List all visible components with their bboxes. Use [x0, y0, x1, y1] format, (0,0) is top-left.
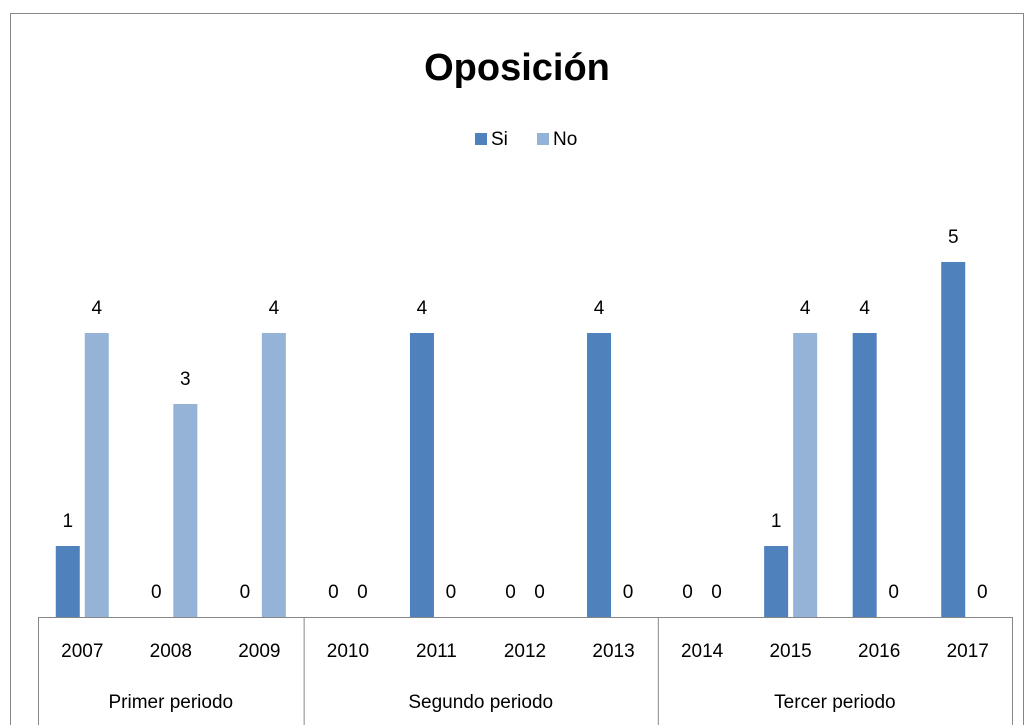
data-label: 4: [594, 298, 605, 319]
data-label: 0: [505, 582, 516, 603]
data-label: 0: [151, 582, 162, 603]
data-label: 5: [948, 227, 959, 248]
data-label: 0: [357, 582, 368, 603]
data-label: 4: [91, 298, 102, 319]
data-label: 0: [623, 582, 634, 603]
bar: [261, 333, 286, 617]
bar: [173, 404, 198, 617]
legend-swatch: [537, 133, 549, 145]
data-label: 0: [328, 582, 339, 603]
data-label: 4: [800, 298, 811, 319]
group-label: Tercer periodo: [774, 692, 895, 713]
legend-label: No: [553, 129, 577, 150]
bar: [409, 333, 434, 617]
x-tick-label: 2011: [416, 641, 457, 662]
data-label: 1: [62, 511, 73, 532]
x-tick-label: 2013: [592, 641, 634, 662]
x-tick-label: 2012: [504, 641, 546, 662]
bar: [587, 333, 612, 617]
bar: [941, 262, 966, 617]
x-tick-label: 2017: [947, 641, 989, 662]
data-label: 3: [180, 369, 191, 390]
legend-label: Si: [491, 129, 508, 150]
bar: [764, 546, 789, 617]
data-label: 0: [977, 582, 988, 603]
bar: [793, 333, 818, 617]
x-tick-label: 2016: [858, 641, 900, 662]
bar: [55, 546, 80, 617]
data-label: 4: [269, 298, 280, 319]
data-label: 0: [240, 582, 251, 603]
chart-title: Oposición: [424, 47, 610, 89]
group-label: Primer periodo: [109, 692, 234, 713]
data-label: 0: [682, 582, 693, 603]
x-tick-label: 2015: [769, 641, 811, 662]
x-tick-label: 2008: [150, 641, 192, 662]
bar: [852, 333, 877, 617]
bar: [84, 333, 109, 617]
data-label: 1: [771, 511, 782, 532]
group-label: Segundo periodo: [408, 692, 553, 713]
data-label: 4: [859, 298, 870, 319]
legend-swatch: [475, 133, 487, 145]
data-label: 0: [534, 582, 545, 603]
x-tick-label: 2009: [238, 641, 280, 662]
x-tick-label: 2010: [327, 641, 369, 662]
x-tick-label: 2014: [681, 641, 724, 662]
data-label: 0: [888, 582, 899, 603]
data-label: 4: [417, 298, 428, 319]
data-label: 0: [446, 582, 457, 603]
data-label: 0: [711, 582, 722, 603]
x-tick-label: 2007: [61, 641, 103, 662]
